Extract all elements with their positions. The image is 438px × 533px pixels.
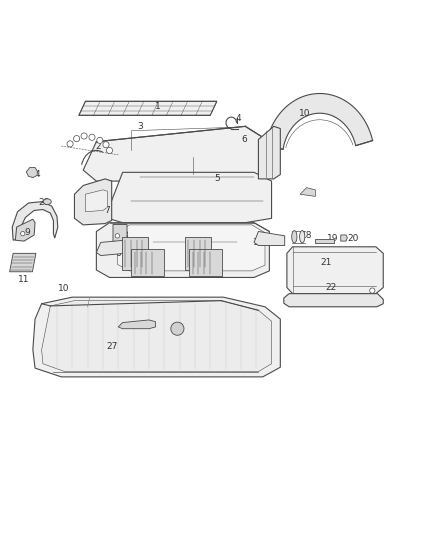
- Polygon shape: [287, 247, 383, 294]
- Text: 6: 6: [241, 135, 247, 144]
- Polygon shape: [266, 93, 373, 149]
- Text: 15: 15: [143, 257, 155, 266]
- Circle shape: [115, 233, 120, 238]
- Text: 8: 8: [122, 231, 128, 240]
- Circle shape: [370, 288, 375, 293]
- Text: 7: 7: [104, 206, 110, 215]
- Polygon shape: [254, 231, 285, 246]
- Bar: [122, 237, 148, 270]
- Polygon shape: [12, 201, 58, 240]
- Polygon shape: [79, 101, 217, 115]
- Polygon shape: [300, 188, 315, 197]
- Polygon shape: [118, 320, 155, 329]
- Text: 18: 18: [301, 231, 312, 240]
- Polygon shape: [42, 301, 272, 372]
- Text: 28: 28: [38, 198, 49, 207]
- Bar: [185, 237, 211, 270]
- Bar: [189, 249, 222, 276]
- Polygon shape: [96, 223, 269, 278]
- Polygon shape: [15, 219, 35, 241]
- Text: 22: 22: [325, 282, 336, 292]
- Text: 3: 3: [137, 122, 143, 131]
- Polygon shape: [113, 224, 127, 243]
- Text: 20: 20: [347, 234, 358, 243]
- Circle shape: [171, 322, 184, 335]
- Text: 16: 16: [194, 260, 205, 269]
- Circle shape: [103, 142, 109, 148]
- Text: 11: 11: [18, 275, 29, 284]
- Polygon shape: [33, 297, 280, 377]
- Circle shape: [74, 135, 80, 142]
- Text: 2: 2: [96, 142, 101, 150]
- Polygon shape: [74, 179, 112, 225]
- Ellipse shape: [300, 231, 305, 243]
- Circle shape: [97, 138, 103, 143]
- Polygon shape: [284, 294, 383, 307]
- Ellipse shape: [43, 199, 51, 205]
- Text: 17: 17: [253, 238, 264, 247]
- Text: 19: 19: [327, 234, 339, 243]
- Text: 12: 12: [128, 245, 139, 254]
- Text: 27: 27: [106, 342, 117, 351]
- Circle shape: [21, 231, 25, 236]
- Text: 1: 1: [155, 102, 161, 111]
- Text: 5: 5: [214, 174, 220, 183]
- Ellipse shape: [292, 231, 297, 243]
- Polygon shape: [96, 240, 125, 255]
- Circle shape: [89, 134, 95, 140]
- Text: 21: 21: [321, 259, 332, 268]
- Polygon shape: [117, 225, 265, 271]
- Circle shape: [67, 141, 73, 147]
- Bar: [131, 249, 164, 276]
- Circle shape: [81, 133, 87, 139]
- Circle shape: [106, 147, 113, 154]
- Text: 4: 4: [236, 114, 241, 123]
- Text: 4: 4: [35, 170, 40, 179]
- Polygon shape: [85, 190, 107, 212]
- Polygon shape: [258, 126, 280, 179]
- Text: 10: 10: [299, 109, 310, 118]
- Text: 9: 9: [24, 228, 30, 237]
- Text: 13: 13: [185, 245, 196, 254]
- Polygon shape: [105, 172, 272, 223]
- Polygon shape: [26, 167, 37, 177]
- Polygon shape: [83, 126, 263, 181]
- Polygon shape: [315, 239, 334, 243]
- Text: 6: 6: [115, 249, 121, 258]
- Polygon shape: [341, 235, 347, 241]
- Text: 10: 10: [58, 284, 69, 293]
- Polygon shape: [10, 253, 36, 272]
